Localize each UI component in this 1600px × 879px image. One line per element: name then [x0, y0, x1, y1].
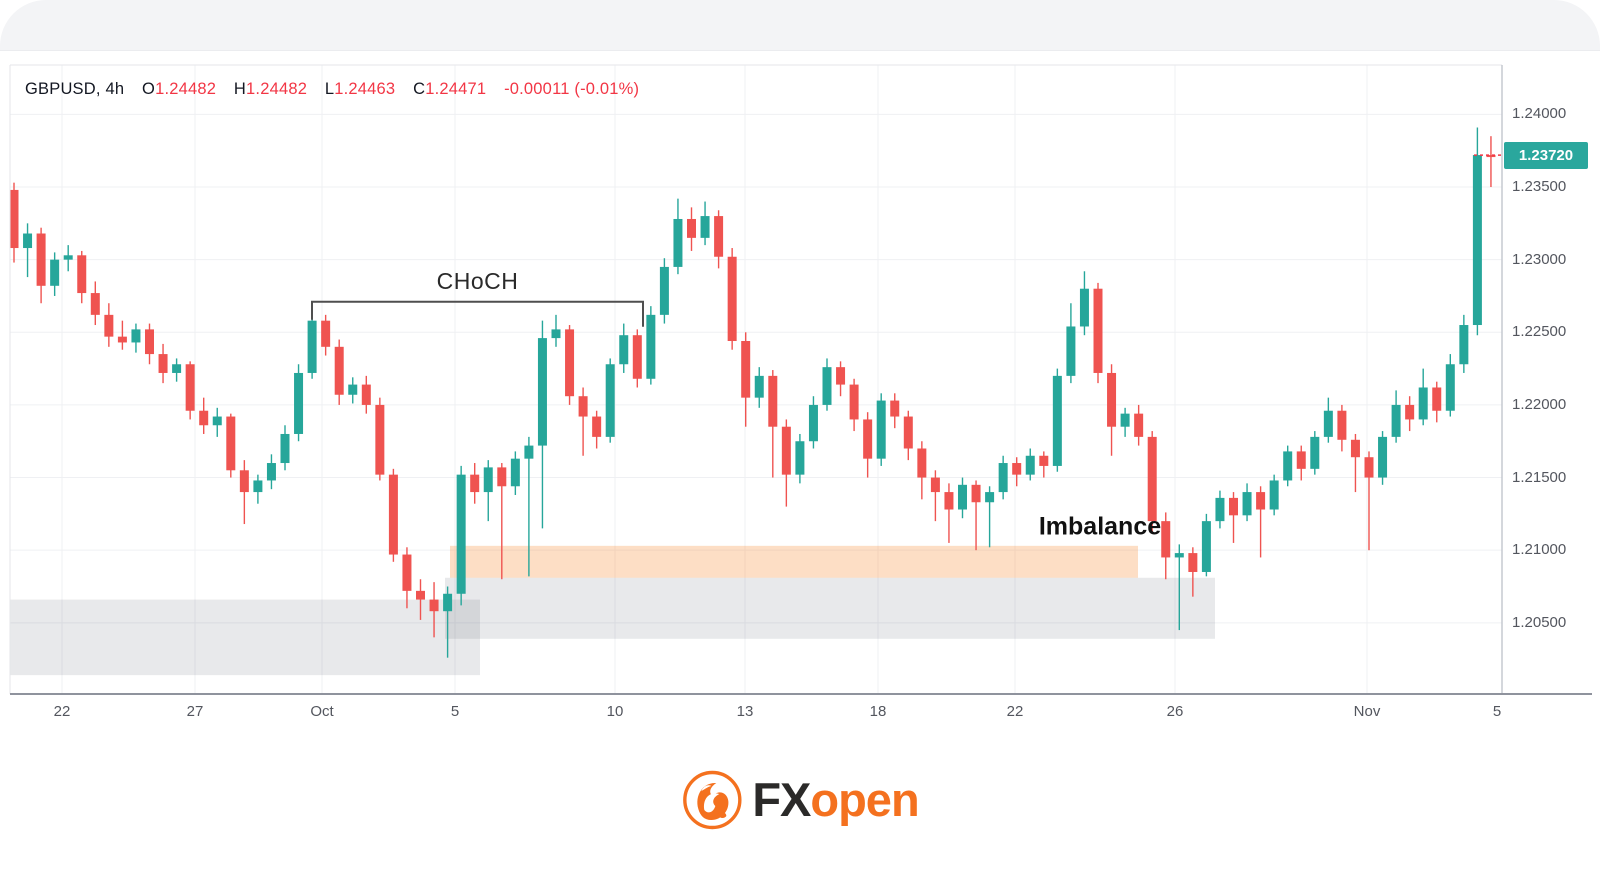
time-tick-label: 26	[1166, 703, 1184, 720]
price-tick-label: 1.21500	[1512, 468, 1567, 486]
choch-bracket-line[interactable]	[311, 300, 644, 327]
high-value: 1.24482	[246, 80, 308, 98]
choch-annotation-label[interactable]: CHoCH	[436, 267, 519, 294]
price-scale[interactable]: 1.24000 1.23500 1.23000 1.22500 1.22000 1.215…	[1504, 65, 1600, 694]
fxopen-wordmark: FXopen	[752, 763, 919, 837]
ohlc-legend: GBPUSD, 4h O1.24482 H1.24482 L1.24463 C1…	[25, 80, 639, 99]
price-tick-label: 1.20500	[1512, 613, 1567, 631]
open-value: 1.24482	[155, 80, 217, 98]
change-value: -0.00011 (-0.01%)	[504, 80, 640, 98]
price-tick-label: 1.24000	[1512, 105, 1567, 123]
fxopen-logo: FXopen	[681, 763, 920, 837]
last-price-badge[interactable]: 1.23720	[1504, 141, 1588, 169]
time-tick-label: 27	[186, 703, 204, 720]
fxopen-emblem-icon	[683, 770, 742, 830]
time-tick-label: 5	[1492, 703, 1502, 720]
open-label: O	[142, 80, 156, 98]
price-tick-label: 1.21000	[1512, 541, 1567, 559]
time-tick-label: 10	[606, 703, 624, 720]
time-tick-label: 18	[869, 703, 887, 720]
time-tick-label: 5	[450, 703, 460, 720]
low-value: 1.24463	[334, 80, 396, 98]
time-tick-label: 22	[53, 703, 71, 720]
close-value: 1.24471	[425, 80, 487, 98]
top-rounded-band	[0, 0, 1600, 51]
price-tick-label: 1.22500	[1512, 323, 1567, 341]
demand-zone-left[interactable]	[10, 599, 480, 676]
close-label: C	[413, 80, 426, 98]
symbol-title: GBPUSD, 4h	[25, 80, 125, 98]
imbalance-annotation-label[interactable]: Imbalance	[1038, 512, 1162, 541]
time-tick-label: 22	[1006, 703, 1024, 720]
imbalance-zone[interactable]	[450, 545, 1138, 578]
demand-zone-wide[interactable]	[445, 577, 1215, 639]
price-tick-label: 1.23000	[1512, 250, 1567, 268]
logo-open-text: open	[810, 773, 919, 826]
gridlines-layer	[10, 65, 1502, 694]
time-tick-label: Nov	[1353, 703, 1381, 720]
price-tick-label: 1.23500	[1512, 178, 1567, 196]
time-tick-label: Oct	[310, 703, 334, 720]
low-label: L	[324, 80, 335, 98]
high-label: H	[233, 80, 247, 98]
time-scale[interactable]: 22 27 Oct 5 10 13 18 22 26 Nov 5	[0, 703, 1600, 727]
candles-layer[interactable]	[9, 127, 1496, 658]
price-tick-label: 1.22000	[1512, 395, 1567, 413]
zones-layer	[10, 545, 1215, 676]
time-tick-label: 13	[736, 703, 754, 720]
logo-fx-text: FX	[752, 773, 811, 826]
